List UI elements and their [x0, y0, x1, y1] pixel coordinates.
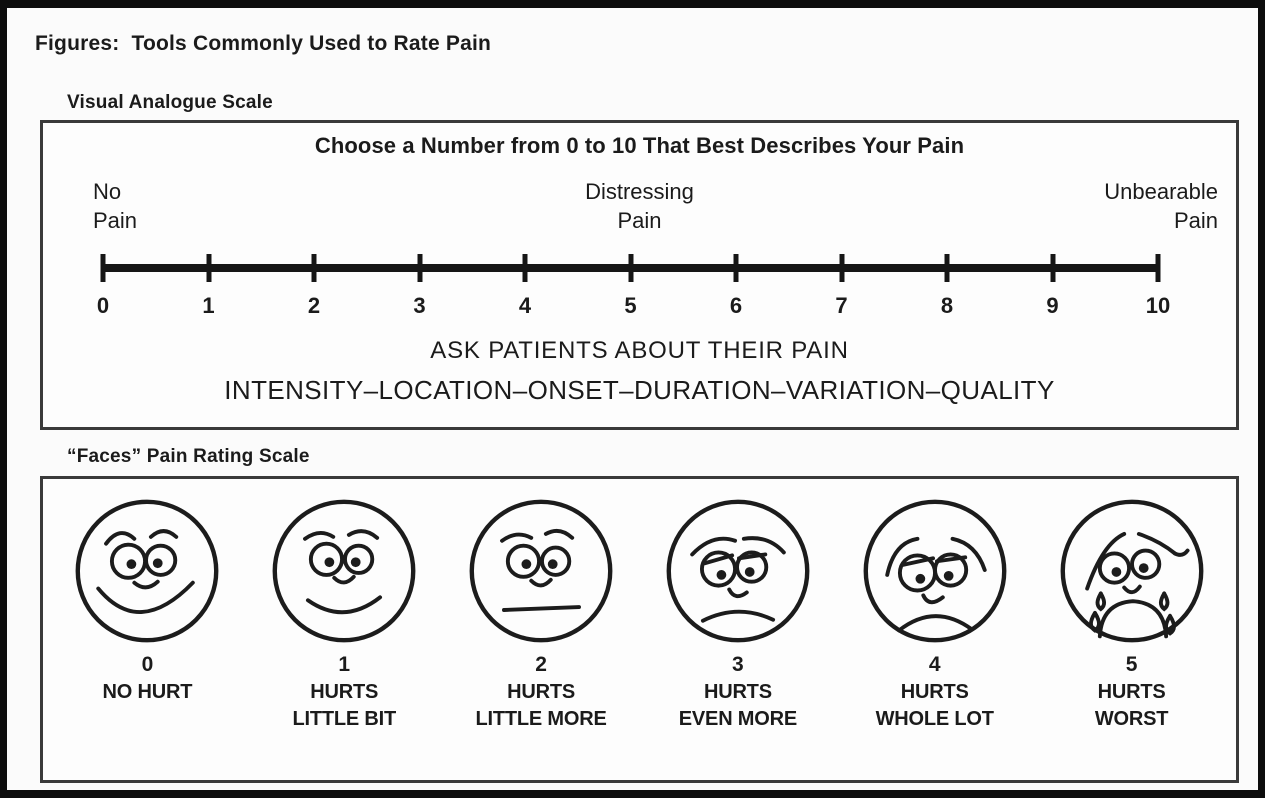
- face-label: NO HURT: [103, 679, 193, 706]
- vas-section-title: Visual Analogue Scale: [67, 92, 273, 113]
- sad-frown-face-icon: [863, 499, 1007, 643]
- anchor-no-pain-line2: Pain: [93, 208, 138, 233]
- anchor-distressing-pain: Distressing Pain: [43, 177, 1236, 235]
- face-label-line1: HURTS: [703, 681, 772, 703]
- face-label-line2: EVEN MORE: [678, 708, 798, 730]
- scale-tick-10: [1155, 254, 1161, 282]
- face-label: HURTS WORST: [1094, 679, 1169, 733]
- pain-scale-line: [100, 251, 1161, 291]
- tick-label-1: 1: [202, 293, 215, 318]
- pain-dimensions-line: INTENSITY–LOCATION–ONSET–DURATION–VARIAT…: [224, 375, 1055, 405]
- scale-tick-9: [1050, 254, 1055, 282]
- crying-face-icon: [1060, 499, 1203, 643]
- face-item-1: 1 HURTS LITTLE BIT: [246, 493, 443, 780]
- face-label: HURTS LITTLE MORE: [476, 679, 607, 733]
- face-label-line1: HURTS: [900, 681, 969, 703]
- tick-label-10: 10: [1145, 293, 1171, 318]
- face-number: 4: [928, 653, 941, 676]
- face-label: HURTS EVEN MORE: [679, 679, 797, 733]
- scale-tick-3: [417, 254, 422, 282]
- anchor-distressing-line2: Pain: [617, 208, 662, 233]
- ask-patients-line: ASK PATIENTS ABOUT THEIR PAIN: [430, 337, 849, 364]
- face-label-line1: HURTS: [310, 681, 379, 703]
- face-number: 2: [535, 653, 547, 676]
- figure-heading-prefix: Figures:: [35, 32, 120, 55]
- scale-tick-2: [311, 254, 317, 282]
- scale-tick-4: [522, 254, 528, 282]
- scale-tick-5: [628, 254, 633, 282]
- anchor-no-pain-line1: No: [93, 179, 122, 204]
- scale-tick-8: [944, 254, 950, 282]
- tick-label-5: 5: [624, 293, 637, 318]
- face-number: 3: [732, 653, 744, 676]
- face-label-line2: LITTLE MORE: [475, 708, 607, 730]
- faces-section-title: “Faces” Pain Rating Scale: [67, 446, 310, 467]
- tick-label-7: 7: [835, 293, 848, 318]
- face-item-2: 2 HURTS LITTLE MORE: [443, 493, 640, 780]
- tick-label-0: 0: [96, 293, 110, 318]
- face-item-5: 5 HURTS WORST: [1033, 493, 1230, 780]
- face-label-line1: HURTS: [507, 681, 575, 703]
- face-number: 5: [1125, 653, 1138, 676]
- face-label-line2: LITTLE BIT: [292, 708, 397, 730]
- scale-tick-labels: 0 1 2 3 4 5 6 7 8 9 10: [97, 293, 1170, 319]
- anchor-unbearable-line2: Pain: [1173, 208, 1218, 233]
- face-number: 1: [338, 653, 351, 676]
- tick-label-3: 3: [413, 293, 426, 318]
- scale-tick-0: [100, 254, 106, 282]
- anchor-no-pain: No Pain: [93, 177, 137, 235]
- worried-frown-face-icon: [666, 499, 810, 643]
- face-label-line2: WHOLE LOT: [875, 708, 994, 730]
- scale-tick-1: [206, 254, 211, 282]
- anchor-unbearable-line1: Unbearable: [1104, 179, 1218, 204]
- anchor-distressing-line1: Distressing: [585, 179, 694, 204]
- face-number: 0: [141, 653, 154, 676]
- scale-tick-7: [839, 254, 844, 282]
- face-item-0: 0 NO HURT: [49, 493, 246, 780]
- face-item-4: 4 HURTS WHOLE LOT: [836, 493, 1033, 780]
- tick-label-4: 4: [518, 293, 532, 318]
- face-label: HURTS LITTLE BIT: [292, 679, 396, 733]
- face-label: HURTS WHOLE LOT: [876, 679, 994, 733]
- anchor-unbearable-pain: Unbearable Pain: [1104, 177, 1218, 235]
- face-label-line1: NO HURT: [102, 681, 193, 703]
- visual-analogue-scale-panel: Choose a Number from 0 to 10 That Best D…: [40, 120, 1239, 430]
- face-label-line2: WORST: [1094, 708, 1169, 730]
- tick-label-9: 9: [1046, 293, 1059, 318]
- faces-pain-rating-panel: 0 NO HURT 1: [40, 476, 1239, 783]
- wide-smile-face-icon: [75, 499, 219, 643]
- tick-label-8: 8: [940, 293, 954, 318]
- faces-row: 0 NO HURT 1: [43, 479, 1236, 780]
- face-item-3: 3 HURTS EVEN MORE: [639, 493, 836, 780]
- figure-heading-text: Tools Commonly Used to Rate Pain: [131, 32, 492, 55]
- face-label-line1: HURTS: [1097, 681, 1166, 703]
- tick-label-2: 2: [307, 293, 321, 318]
- figure-heading: Figures: Tools Commonly Used to Rate Pai…: [35, 32, 491, 56]
- tick-label-6: 6: [729, 293, 743, 318]
- scale-tick-6: [733, 254, 739, 282]
- vas-instruction: Choose a Number from 0 to 10 That Best D…: [314, 133, 965, 158]
- slight-smile-face-icon: [272, 499, 416, 643]
- neutral-face-icon: [469, 499, 613, 643]
